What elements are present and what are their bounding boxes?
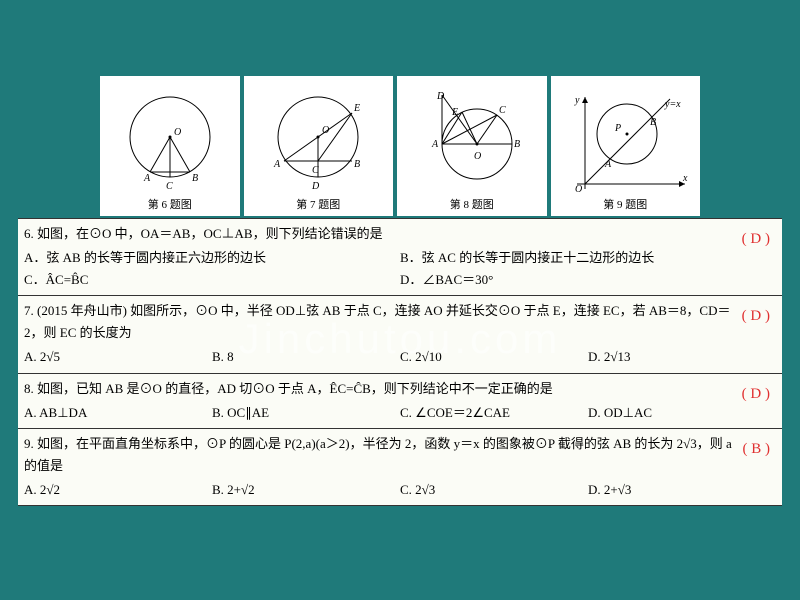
q7-opt-d: D. 2√13 [588,346,776,368]
q9-num: 9. [24,436,34,451]
q6-num: 6. [24,226,34,241]
svg-text:x: x [682,173,688,184]
q7-num: 7. [24,303,34,318]
q9-answer: ( B ) [742,437,770,463]
q9-opt-d: D. 2+√3 [588,479,776,501]
q6-text: 如图，在⊙O 中，OA＝AB，OC⊥AB，则下列结论错误的是 [37,226,383,241]
q8-num: 8. [24,381,34,396]
q6-opt-d: D．∠BAC＝30° [400,269,776,291]
figure-7-caption: 第 7 题图 [296,196,340,212]
svg-text:D: D [436,91,445,102]
question-6: 6. 如图，在⊙O 中，OA＝AB，OC⊥AB，则下列结论错误的是 ( D ) … [18,218,782,295]
q6-opt-b: B．弦 AC 的长等于圆内接正十二边形的边长 [400,247,776,269]
svg-text:A: A [273,159,281,170]
svg-text:E: E [353,103,360,114]
figures-row: O A B C 第 6 题图 O A B C D E 第 7 题图 [100,76,700,216]
svg-text:B: B [192,173,198,184]
svg-text:P: P [614,123,621,134]
svg-text:y=x: y=x [664,99,681,110]
svg-text:B: B [354,159,360,170]
q8-opt-b: B. OC∥AE [212,402,400,424]
svg-text:D: D [311,181,320,192]
q8-answer: ( D ) [742,382,770,408]
question-9: 9. 如图，在平面直角坐标系中，⊙P 的圆心是 P(2,a)(a＞2)，半径为 … [18,428,782,506]
q9-text: 如图，在平面直角坐标系中，⊙P 的圆心是 P(2,a)(a＞2)，半径为 2，函… [24,436,732,473]
figure-6-caption: 第 6 题图 [148,196,192,212]
figure-8-svg: O A B C D E [402,89,542,194]
svg-text:O: O [575,184,582,194]
q9-opt-c: C. 2√3 [400,479,588,501]
figure-8-caption: 第 8 题图 [450,196,494,212]
q9-stem: 9. 如图，在平面直角坐标系中，⊙P 的圆心是 P(2,a)(a＞2)，半径为 … [24,433,776,477]
question-8: 8. 如图，已知 AB 是⊙O 的直径，AD 切⊙O 于点 A，ÊC=ĈB，… [18,373,782,428]
q8-text: 如图，已知 AB 是⊙O 的直径，AD 切⊙O 于点 A，ÊC=ĈB，则下列… [37,381,553,396]
q8-opt-c: C. ∠COE＝2∠CAE [400,402,588,424]
q9-options: A. 2√2 B. 2+√2 C. 2√3 D. 2+√3 [24,479,776,501]
figure-6-svg: O A B C [110,89,230,194]
q7-answer: ( D ) [742,304,770,330]
svg-text:B: B [514,139,520,150]
q7-opt-a: A. 2√5 [24,346,212,368]
svg-text:y: y [574,95,580,106]
q8-opt-a: A. AB⊥DA [24,402,212,424]
q6-opt-a: A．弦 AB 的长等于圆内接正六边形的边长 [24,247,400,269]
q7-stem: 7. (2015 年舟山市) 如图所示，⊙O 中，半径 OD⊥弦 AB 于点 C… [24,300,776,344]
svg-text:A: A [143,173,151,184]
svg-text:C: C [499,105,506,116]
svg-text:C: C [312,165,319,176]
q7-opt-c: C. 2√10 [400,346,588,368]
svg-text:B: B [650,117,656,128]
q6-opt-c: C．ÂC=B̂C [24,269,400,291]
q8-stem: 8. 如图，已知 AB 是⊙O 的直径，AD 切⊙O 于点 A，ÊC=ĈB，… [24,378,776,400]
figure-9-caption: 第 9 题图 [603,196,647,212]
q7-text: (2015 年舟山市) 如图所示，⊙O 中，半径 OD⊥弦 AB 于点 C，连接… [24,303,730,340]
figure-9: x y O y=x P A B 第 9 题图 [551,76,700,216]
figure-6: O A B C 第 6 题图 [100,76,240,216]
q7-opt-b: B. 8 [212,346,400,368]
svg-text:O: O [322,125,329,136]
svg-text:O: O [474,151,481,162]
q6-answer: ( D ) [742,227,770,253]
q6-options: A．弦 AB 的长等于圆内接正六边形的边长 B．弦 AC 的长等于圆内接正十二边… [24,247,776,291]
figure-7: O A B C D E 第 7 题图 [244,76,393,216]
svg-text:C: C [166,181,173,192]
q6-stem: 6. 如图，在⊙O 中，OA＝AB，OC⊥AB，则下列结论错误的是 ( D ) [24,223,776,245]
q9-opt-a: A. 2√2 [24,479,212,501]
svg-text:A: A [431,139,439,150]
svg-text:O: O [174,127,181,138]
svg-text:E: E [451,107,458,118]
q9-opt-b: B. 2+√2 [212,479,400,501]
question-7: 7. (2015 年舟山市) 如图所示，⊙O 中，半径 OD⊥弦 AB 于点 C… [18,295,782,372]
questions: 6. 如图，在⊙O 中，OA＝AB，OC⊥AB，则下列结论错误的是 ( D ) … [18,218,782,506]
figure-7-svg: O A B C D E [248,89,388,194]
figure-8: O A B C D E 第 8 题图 [397,76,546,216]
q8-options: A. AB⊥DA B. OC∥AE C. ∠COE＝2∠CAE D. OD⊥AC [24,402,776,424]
q7-options: A. 2√5 B. 8 C. 2√10 D. 2√13 [24,346,776,368]
svg-text:A: A [604,159,612,170]
figure-9-svg: x y O y=x P A B [555,89,695,194]
